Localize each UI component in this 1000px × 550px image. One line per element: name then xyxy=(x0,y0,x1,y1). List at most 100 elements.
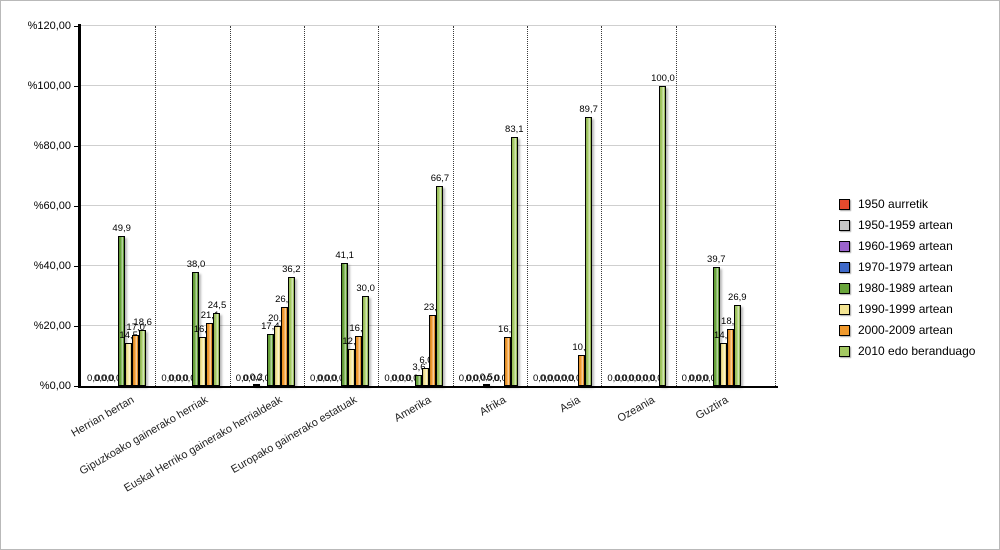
gridline xyxy=(81,25,776,26)
bar xyxy=(436,185,444,386)
category-separator xyxy=(303,26,305,386)
bar-value-label: 24,5 xyxy=(207,299,227,311)
gridline xyxy=(81,325,776,326)
bar xyxy=(726,329,734,386)
bar-value-label: 100,0 xyxy=(651,73,675,84)
bar-value-label: 0,0 xyxy=(540,373,554,384)
bar-value-label: 36,2 xyxy=(282,264,301,276)
bar-value-label: 0,0 xyxy=(561,373,575,384)
gridline xyxy=(81,265,776,266)
category-label: Afrika xyxy=(477,394,508,419)
bar-value-label: 0,0 xyxy=(324,373,338,384)
bar-value-label: 0,0 xyxy=(695,373,709,384)
bar xyxy=(482,384,490,386)
bar-value-label: 12,3 xyxy=(342,336,361,348)
bar-value-label: 0,0 xyxy=(568,373,582,384)
legend-label: 2000-2009 artean xyxy=(858,323,953,337)
legend-item: 1970-1979 artean xyxy=(839,260,975,274)
bar-value-label: 0,0 xyxy=(493,373,507,384)
bar-value-label: 0,0 xyxy=(702,373,716,384)
bar-group: 0,0 0,0 0,0 0,0 41,1 12,3 16,7 30,0 xyxy=(304,26,378,386)
legend-item: 1980-1989 artean xyxy=(839,281,975,295)
category-separator xyxy=(526,26,528,386)
bar xyxy=(415,375,423,386)
y-axis-tick-mark xyxy=(74,146,80,147)
bar-value-label: 0,0 xyxy=(242,373,256,384)
y-axis-tick-mark xyxy=(74,266,80,267)
category-separator xyxy=(675,26,677,386)
bar-value-label: 18,9 xyxy=(721,316,740,328)
bar-value-label: 16,7 xyxy=(349,322,368,334)
y-axis-tick-mark xyxy=(74,26,80,27)
bar xyxy=(362,296,370,386)
bar-value-label: 0,0 xyxy=(108,373,122,384)
bar-value-label: 83,1 xyxy=(505,123,524,135)
bar-value-label: 0,0 xyxy=(310,373,324,384)
y-axis-tick-mark xyxy=(74,86,80,87)
bar xyxy=(578,355,586,386)
bar-value-label: 0,2 xyxy=(249,372,263,384)
legend-color-swatch xyxy=(839,219,850,231)
bar-value-label: 0,0 xyxy=(635,373,649,384)
legend-label: 1950 aurretik xyxy=(858,197,929,211)
bar-value-label: 0,0 xyxy=(405,373,419,384)
bar-value-label: 0,5 xyxy=(479,371,493,383)
y-axis-tick-mark xyxy=(74,206,80,207)
bar-value-label: 6,0 xyxy=(419,355,433,366)
bar-group: 0,0 0,0 0,2 0,0 17,4 20,1 26,2 36,2 xyxy=(230,26,304,386)
bar-value-label: 0,0 xyxy=(547,373,561,384)
bar-value-label: 0,0 xyxy=(101,373,115,384)
bar-value-label: 0,0 xyxy=(649,373,663,384)
bar-value-label: 0,0 xyxy=(465,373,479,384)
legend-color-swatch xyxy=(839,303,850,315)
bar xyxy=(266,333,274,386)
bar-value-label: 0,0 xyxy=(486,373,500,384)
bar-value-label: 0,0 xyxy=(331,373,345,384)
bar-value-label: 0,0 xyxy=(87,373,101,384)
category-label: Europako gainerako estatuak xyxy=(229,394,360,476)
bar-value-label: 10,3 xyxy=(572,342,591,354)
bar-value-label: 0,0 xyxy=(472,373,486,384)
bar-value-label: 14,5 xyxy=(119,329,138,341)
bar-value-label: 26,2 xyxy=(275,294,294,306)
bar-value-label: 0,0 xyxy=(175,373,189,384)
category-separator xyxy=(452,26,454,386)
gridline xyxy=(81,85,776,86)
legend-item: 1990-1999 artean xyxy=(839,302,975,316)
category-label: Herrian bertan xyxy=(69,394,137,440)
legend-color-swatch xyxy=(839,261,850,273)
bar-value-label: 0,0 xyxy=(235,373,249,384)
bar xyxy=(280,307,288,386)
bar xyxy=(287,277,295,386)
y-axis-tick-label: %20,00 xyxy=(33,320,71,332)
bar-value-label: 14,5 xyxy=(714,329,733,341)
y-axis-tick-mark xyxy=(74,386,80,387)
bar-value-label: 0,0 xyxy=(681,373,695,384)
legend-item: 2000-2009 artean xyxy=(839,323,975,337)
bar-value-label: 23,8 xyxy=(423,301,443,313)
plot-area: 0,0 0,0 0,0 0,0 49,9 14,5 17,0 18,6 0,0 0,0 0,0 0,0… xyxy=(81,25,776,386)
bar-value-label: 26,9 xyxy=(728,292,747,304)
bar xyxy=(422,368,430,386)
bar xyxy=(139,330,147,386)
bar-value-label: 21,1 xyxy=(200,309,220,321)
y-axis-tick-label: %40,00 xyxy=(33,260,71,272)
bar-value-label: 0,0 xyxy=(533,373,547,384)
legend-color-swatch xyxy=(839,198,850,210)
bar-value-label: 18,6 xyxy=(133,317,152,329)
bar xyxy=(125,342,133,386)
bar-value-label: 0,0 xyxy=(688,373,702,384)
bar xyxy=(719,342,727,386)
y-axis-tick-label: %80,00 xyxy=(33,140,71,152)
y-axis-tick-mark xyxy=(74,326,80,327)
bar-value-label: 0,0 xyxy=(607,373,621,384)
bar xyxy=(252,384,260,386)
legend-label: 1960-1969 artean xyxy=(858,239,953,253)
legend-label: 1950-1959 artean xyxy=(858,218,953,232)
bar-value-label: 39,7 xyxy=(707,253,726,265)
bar-value-label: 38,0 xyxy=(186,259,206,270)
bar xyxy=(659,86,667,386)
bar-value-label: 0,0 xyxy=(182,373,196,384)
bar-value-label: 0,0 xyxy=(256,373,270,384)
bar-value-label: 20,1 xyxy=(268,312,287,324)
